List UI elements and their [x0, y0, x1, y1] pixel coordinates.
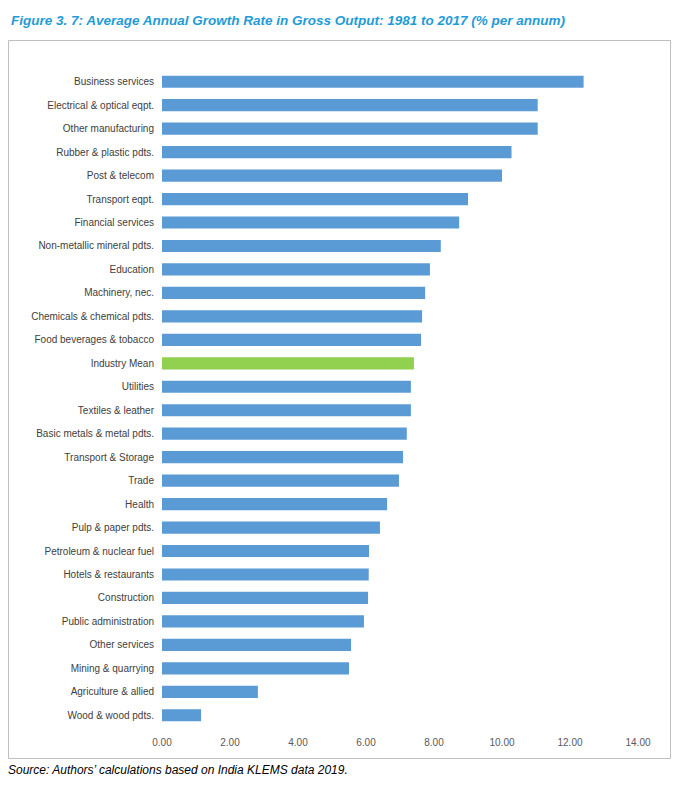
svg-text:Basic metals & metal pdts.: Basic metals & metal pdts. [36, 428, 154, 439]
svg-text:Transport eqpt.: Transport eqpt. [87, 194, 154, 205]
svg-text:Rubber & plastic pdts.: Rubber & plastic pdts. [56, 147, 154, 158]
svg-text:6.00: 6.00 [356, 737, 376, 748]
svg-text:Other manufacturing: Other manufacturing [63, 123, 154, 134]
svg-text:Figure 3. 7: Average Annual Gr: Figure 3. 7: Average Annual Growth Rate … [11, 13, 566, 28]
svg-text:Pulp & paper pdts.: Pulp & paper pdts. [72, 522, 154, 533]
svg-text:Non-metallic mineral pdts.: Non-metallic mineral pdts. [38, 240, 154, 251]
svg-text:Petroleum & nuclear fuel: Petroleum & nuclear fuel [44, 546, 154, 557]
svg-text:Source: Authors’ calculations: Source: Authors’ calculations based on I… [8, 763, 348, 777]
svg-text:8.00: 8.00 [424, 737, 444, 748]
svg-text:Public administration: Public administration [62, 616, 154, 627]
svg-text:Food beverages & tobacco: Food beverages & tobacco [34, 334, 154, 345]
svg-text:0.00: 0.00 [152, 737, 172, 748]
svg-text:Trade: Trade [128, 475, 154, 486]
svg-text:Agriculture & allied: Agriculture & allied [71, 686, 154, 697]
svg-text:12.00: 12.00 [557, 737, 582, 748]
svg-text:Other services: Other services [90, 639, 154, 650]
svg-text:10.00: 10.00 [489, 737, 514, 748]
svg-text:Wood & wood pdts.: Wood & wood pdts. [67, 710, 154, 721]
svg-text:2.00: 2.00 [220, 737, 240, 748]
svg-text:Transport & Storage: Transport & Storage [64, 452, 154, 463]
svg-text:Industry Mean: Industry Mean [91, 358, 154, 369]
svg-text:Machinery, nec.: Machinery, nec. [84, 287, 154, 298]
svg-text:Hotels & restaurants: Hotels & restaurants [63, 569, 154, 580]
svg-text:4.00: 4.00 [288, 737, 308, 748]
svg-text:Construction: Construction [98, 592, 154, 603]
svg-text:Post & telecom: Post & telecom [87, 170, 154, 181]
svg-text:Education: Education [110, 264, 154, 275]
svg-text:Utilities: Utilities [122, 381, 154, 392]
svg-text:Business services: Business services [74, 76, 154, 87]
svg-text:Textiles & leather: Textiles & leather [78, 405, 155, 416]
svg-text:14.00: 14.00 [625, 737, 650, 748]
svg-text:Electrical & optical eqpt.: Electrical & optical eqpt. [47, 100, 154, 111]
svg-text:Health: Health [125, 499, 154, 510]
svg-text:Mining & quarrying: Mining & quarrying [71, 663, 154, 674]
svg-text:Financial services: Financial services [75, 217, 154, 228]
svg-text:Chemicals & chemical pdts.: Chemicals & chemical pdts. [31, 311, 154, 322]
